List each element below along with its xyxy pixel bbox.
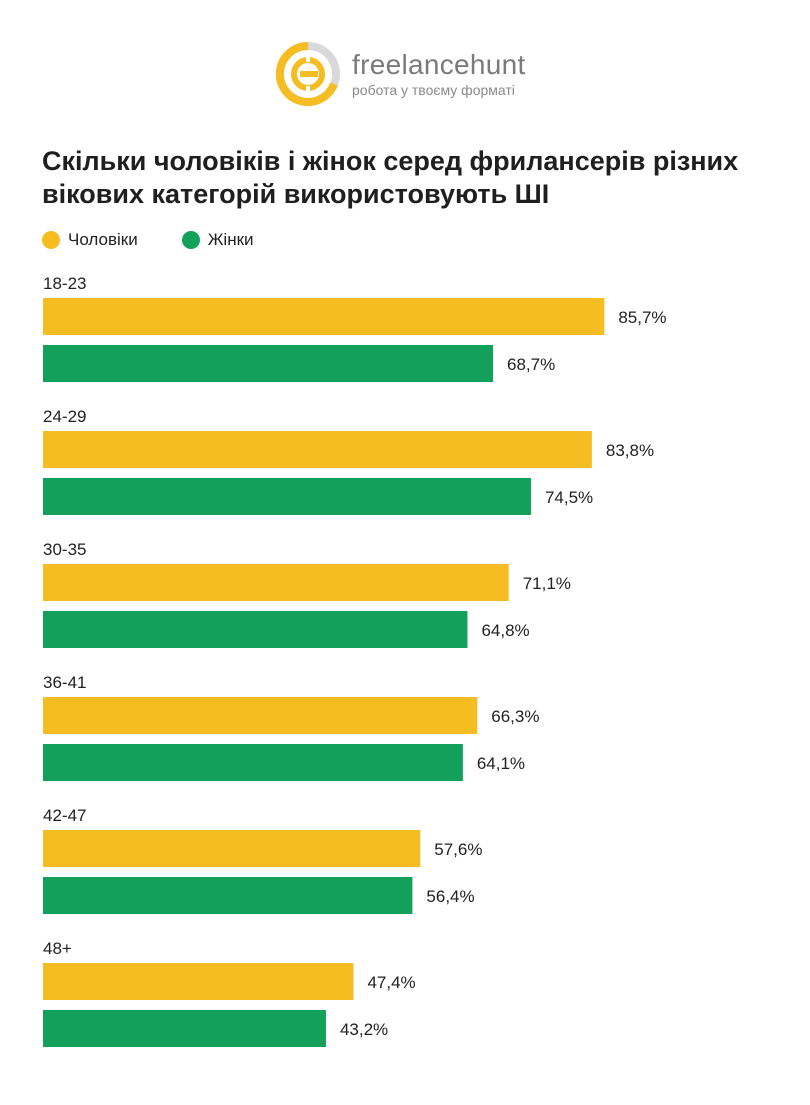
category-label-24-29: 24-29: [43, 407, 86, 426]
value-label-women-18-23: 68,7%: [507, 355, 555, 374]
value-label-men-48+: 47,4%: [367, 973, 415, 992]
logo-name: freelancehunt: [352, 49, 526, 80]
bar-men-30-35: [43, 564, 509, 601]
value-label-men-36-41: 66,3%: [491, 707, 539, 726]
value-label-men-18-23: 85,7%: [618, 308, 666, 327]
bar-women-36-41: [43, 744, 463, 781]
logo-text: freelancehunt робота у твоєму форматі: [352, 49, 526, 99]
value-label-women-36-41: 64,1%: [477, 754, 525, 773]
bar-men-24-29: [43, 431, 592, 468]
legend-dot-women: [181, 231, 200, 249]
legend-item-women: Жінки: [181, 230, 254, 250]
freelancehunt-logo-icon: [276, 42, 340, 106]
brand-logo: freelancehunt робота у твоєму форматі: [276, 42, 526, 106]
category-label-18-23: 18-23: [43, 274, 86, 293]
bar-women-48+: [43, 1010, 326, 1047]
bar-women-24-29: [43, 478, 531, 515]
bar-men-18-23: [43, 298, 605, 335]
bar-men-36-41: [43, 697, 478, 734]
legend-label-women: Жінки: [207, 230, 254, 249]
value-label-women-42-47: 56,4%: [426, 887, 474, 906]
value-label-women-48+: 43,2%: [340, 1020, 388, 1039]
category-label-30-35: 30-35: [43, 540, 86, 559]
legend-item-men: Чоловіки: [42, 230, 138, 250]
bar-women-42-47: [43, 877, 413, 914]
category-label-42-47: 42-47: [43, 806, 86, 825]
value-label-women-24-29: 74,5%: [545, 488, 593, 507]
value-label-men-42-47: 57,6%: [434, 840, 482, 859]
value-label-men-30-35: 71,1%: [523, 574, 571, 593]
value-label-men-24-29: 83,8%: [606, 441, 654, 460]
bar-men-48+: [43, 963, 354, 1000]
chart-title: Скільки чоловіків і жінок серед фрилансе…: [42, 146, 739, 209]
chart-legend: Чоловіки Жінки: [42, 230, 298, 250]
category-label-36-41: 36-41: [43, 673, 86, 692]
legend-label-men: Чоловіки: [68, 230, 138, 249]
bar-women-30-35: [43, 611, 468, 648]
bar-women-18-23: [43, 345, 493, 382]
category-label-48+: 48+: [43, 939, 72, 958]
bar-men-42-47: [43, 830, 421, 867]
logo-tagline: робота у твоєму форматі: [352, 82, 515, 98]
value-label-women-30-35: 64,8%: [481, 621, 529, 640]
legend-dot-men: [42, 231, 60, 249]
